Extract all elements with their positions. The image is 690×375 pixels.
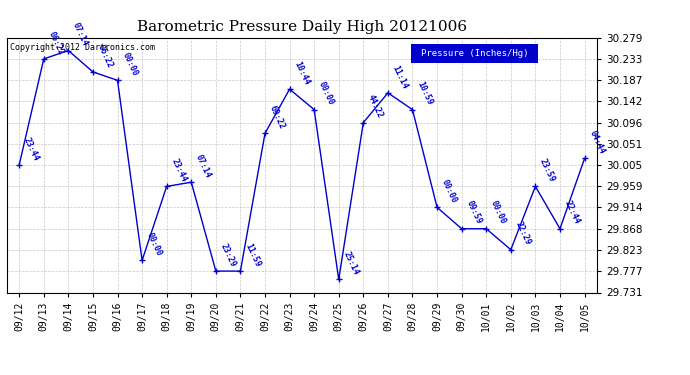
Text: 00:00: 00:00	[145, 231, 164, 258]
Text: 44:22: 44:22	[366, 93, 385, 120]
Text: 07:14: 07:14	[71, 21, 90, 48]
Text: 23:44: 23:44	[22, 136, 41, 162]
Text: 23:59: 23:59	[538, 157, 557, 184]
Text: 06:22: 06:22	[46, 30, 66, 56]
Title: Barometric Pressure Daily High 20121006: Barometric Pressure Daily High 20121006	[137, 20, 467, 33]
Text: 07:14: 07:14	[194, 153, 213, 180]
Text: 04:44: 04:44	[587, 129, 606, 156]
Text: 69:22: 69:22	[268, 104, 286, 130]
Text: 09:59: 09:59	[464, 200, 483, 226]
Text: 06:22: 06:22	[96, 43, 115, 69]
Text: Copyright 2012 Dartronics.com: Copyright 2012 Dartronics.com	[10, 43, 155, 52]
Text: 00:00: 00:00	[440, 178, 459, 205]
Text: 11:14: 11:14	[391, 64, 409, 90]
Text: 22:29: 22:29	[513, 220, 532, 247]
Text: 00:00: 00:00	[489, 200, 508, 226]
Text: 23:44: 23:44	[170, 157, 188, 184]
Text: 11:59: 11:59	[243, 242, 262, 268]
Text: 10:59: 10:59	[415, 80, 434, 107]
Text: 10:44: 10:44	[293, 60, 311, 86]
Text: 25:14: 25:14	[342, 250, 360, 277]
Text: 00:00: 00:00	[120, 51, 139, 78]
Text: 00:00: 00:00	[317, 80, 335, 107]
Text: 22:44: 22:44	[563, 200, 582, 226]
Text: 23:29: 23:29	[219, 242, 237, 268]
